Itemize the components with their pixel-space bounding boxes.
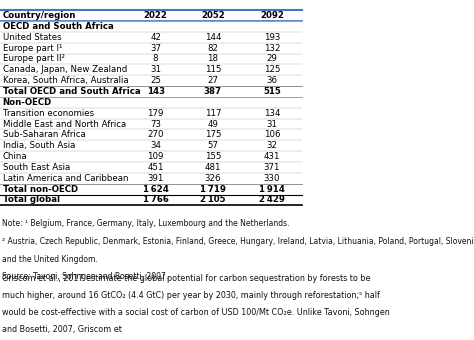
Text: 42: 42 — [150, 33, 161, 42]
Text: Canada, Japan, New Zealand: Canada, Japan, New Zealand — [2, 65, 127, 74]
Text: 387: 387 — [204, 87, 222, 96]
Text: 193: 193 — [264, 33, 280, 42]
Text: 2022: 2022 — [144, 11, 167, 20]
Text: United States: United States — [2, 33, 61, 42]
Text: 451: 451 — [147, 163, 164, 172]
Text: 1 766: 1 766 — [143, 195, 169, 204]
Text: 132: 132 — [264, 44, 280, 53]
Text: Europe part I¹: Europe part I¹ — [2, 44, 62, 53]
Text: 270: 270 — [147, 131, 164, 139]
Text: Total global: Total global — [2, 195, 60, 204]
Text: Europe part II²: Europe part II² — [2, 54, 64, 64]
Text: 32: 32 — [266, 141, 277, 150]
Text: 481: 481 — [205, 163, 221, 172]
Text: and Bosetti, 2007, Griscom et: and Bosetti, 2007, Griscom et — [1, 325, 121, 334]
Text: 125: 125 — [264, 65, 280, 74]
Text: Total non-OECD: Total non-OECD — [2, 185, 78, 193]
Text: South East Asia: South East Asia — [2, 163, 70, 172]
Text: 431: 431 — [264, 152, 280, 161]
Text: 2 105: 2 105 — [200, 195, 226, 204]
Text: Note: ¹ Belgium, France, Germany, Italy, Luxembourg and the Netherlands.: Note: ¹ Belgium, France, Germany, Italy,… — [1, 219, 289, 228]
Text: 179: 179 — [147, 109, 164, 118]
Text: 115: 115 — [205, 65, 221, 74]
Text: Griscom et al., 2017 estimate the global potential for carbon sequestration by f: Griscom et al., 2017 estimate the global… — [1, 274, 370, 283]
Text: 27: 27 — [208, 76, 219, 85]
Text: ² Austria, Czech Republic, Denmark, Estonia, Finland, Greece, Hungary, Ireland, : ² Austria, Czech Republic, Denmark, Esto… — [1, 237, 474, 246]
Text: 371: 371 — [264, 163, 280, 172]
Text: 175: 175 — [205, 131, 221, 139]
Text: Country/region: Country/region — [2, 11, 76, 20]
Text: India, South Asia: India, South Asia — [2, 141, 75, 150]
Text: 391: 391 — [147, 174, 164, 183]
Text: Non-OECD: Non-OECD — [2, 98, 52, 107]
Text: 326: 326 — [205, 174, 221, 183]
Text: 117: 117 — [205, 109, 221, 118]
Text: 143: 143 — [146, 87, 164, 96]
Text: would be cost-effective with a social cost of carbon of USD 100/Mt CO₂e. Unlike : would be cost-effective with a social co… — [1, 308, 389, 317]
Text: 8: 8 — [153, 54, 158, 64]
Text: 2 429: 2 429 — [259, 195, 285, 204]
Text: Source: Tavoni, Sohngen and Bosetti, 2007.: Source: Tavoni, Sohngen and Bosetti, 200… — [1, 272, 168, 281]
Text: 82: 82 — [208, 44, 219, 53]
Text: Transition economies: Transition economies — [2, 109, 94, 118]
Text: Korea, South Africa, Australia: Korea, South Africa, Australia — [2, 76, 128, 85]
Text: 1 719: 1 719 — [200, 185, 226, 193]
Text: 1 624: 1 624 — [143, 185, 169, 193]
Text: 1 914: 1 914 — [259, 185, 285, 193]
Text: 330: 330 — [264, 174, 280, 183]
Text: 57: 57 — [208, 141, 219, 150]
Text: 2052: 2052 — [201, 11, 225, 20]
Text: OECD and South Africa: OECD and South Africa — [2, 22, 113, 31]
Text: 37: 37 — [150, 44, 161, 53]
Text: 109: 109 — [147, 152, 164, 161]
Text: 155: 155 — [205, 152, 221, 161]
Text: much higher, around 16 GtCO₂ (4.4 GtC) per year by 2030, mainly through reforest: much higher, around 16 GtCO₂ (4.4 GtC) p… — [1, 291, 379, 300]
Text: 49: 49 — [208, 120, 219, 129]
Text: 31: 31 — [150, 65, 161, 74]
Text: and the United Kingdom.: and the United Kingdom. — [1, 255, 97, 264]
Text: China: China — [2, 152, 27, 161]
Text: Sub-Saharan Africa: Sub-Saharan Africa — [2, 131, 85, 139]
Text: 144: 144 — [205, 33, 221, 42]
Text: 34: 34 — [150, 141, 161, 150]
Text: 2092: 2092 — [260, 11, 284, 20]
Text: Latin America and Caribbean: Latin America and Caribbean — [2, 174, 128, 183]
Text: 106: 106 — [264, 131, 280, 139]
Text: 134: 134 — [264, 109, 280, 118]
Text: 36: 36 — [266, 76, 277, 85]
Text: 31: 31 — [266, 120, 277, 129]
Text: 73: 73 — [150, 120, 161, 129]
Text: Middle East and North Africa: Middle East and North Africa — [2, 120, 126, 129]
Text: Total OECD and South Africa: Total OECD and South Africa — [2, 87, 140, 96]
Text: 18: 18 — [208, 54, 219, 64]
Text: 25: 25 — [150, 76, 161, 85]
Text: 29: 29 — [266, 54, 277, 64]
Text: 515: 515 — [263, 87, 281, 96]
